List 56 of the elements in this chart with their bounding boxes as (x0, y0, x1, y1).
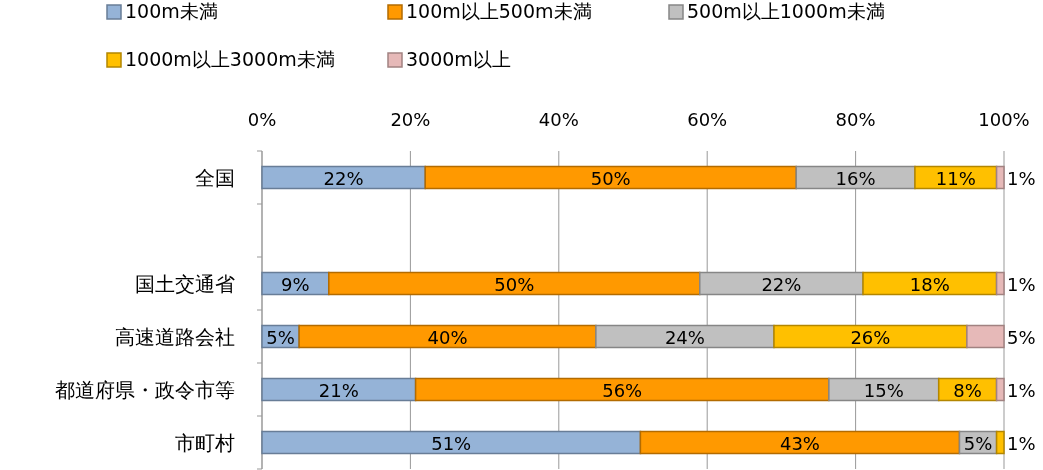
data-label: 1% (1007, 167, 1036, 189)
bar (995, 377, 1005, 402)
bar (261, 165, 426, 190)
y-tick-label: 国土交通省 (135, 271, 235, 296)
y-tick-label: 高速道路会社 (115, 324, 235, 349)
data-label: 11% (935, 167, 976, 189)
y-tick-label: 全国 (195, 165, 235, 190)
data-label: 43% (779, 432, 820, 454)
data-label: 5% (1007, 326, 1036, 348)
data-label: 24% (664, 326, 705, 348)
data-label: 26% (850, 326, 891, 348)
data-label: 5% (963, 432, 993, 454)
legend-label: 500m以上1000m未満 (687, 0, 885, 22)
legend-label: 100m以上500m未満 (406, 0, 592, 22)
bar (328, 271, 701, 296)
bar (261, 430, 642, 455)
x-tick-label: 0% (247, 109, 277, 130)
data-label: 21% (318, 379, 359, 401)
x-tick-label: 60% (687, 109, 728, 130)
legend-label: 100m未満 (125, 0, 218, 22)
y-tick-label: 市町村 (175, 430, 235, 455)
data-label: 1% (1007, 379, 1036, 401)
data-label: 22% (761, 273, 802, 295)
data-label: 40% (427, 326, 468, 348)
data-label: 51% (431, 432, 472, 454)
x-tick-label: 40% (538, 109, 579, 130)
bar (995, 271, 1005, 296)
data-label: 8% (953, 379, 982, 401)
y-tick-label: 都道府県・政令市等 (55, 377, 235, 402)
data-label: 18% (909, 273, 950, 295)
data-label: 9% (281, 273, 310, 295)
bar (424, 165, 797, 190)
data-label: 5% (266, 326, 295, 348)
bar (298, 324, 597, 349)
data-label: 50% (494, 273, 535, 295)
legend-label: 3000m以上 (406, 48, 511, 70)
bar (414, 377, 830, 402)
x-tick-label: 100% (978, 109, 1030, 130)
x-tick-label: 80% (835, 109, 876, 130)
data-label: 1% (1007, 273, 1036, 295)
bar (773, 324, 968, 349)
bar (995, 165, 1005, 190)
data-label: 56% (602, 379, 643, 401)
bar (699, 271, 864, 296)
bar (966, 324, 1005, 349)
legend-label: 1000m以上3000m未満 (125, 48, 335, 70)
bar (639, 430, 961, 455)
bar (261, 377, 417, 402)
data-label: 15% (863, 379, 904, 401)
x-tick-label: 20% (390, 109, 431, 130)
bar (995, 430, 1005, 455)
data-label: 50% (590, 167, 631, 189)
bar (595, 324, 775, 349)
data-label: 1% (1007, 432, 1036, 454)
data-label: 16% (835, 167, 876, 189)
data-label: 22% (323, 167, 364, 189)
